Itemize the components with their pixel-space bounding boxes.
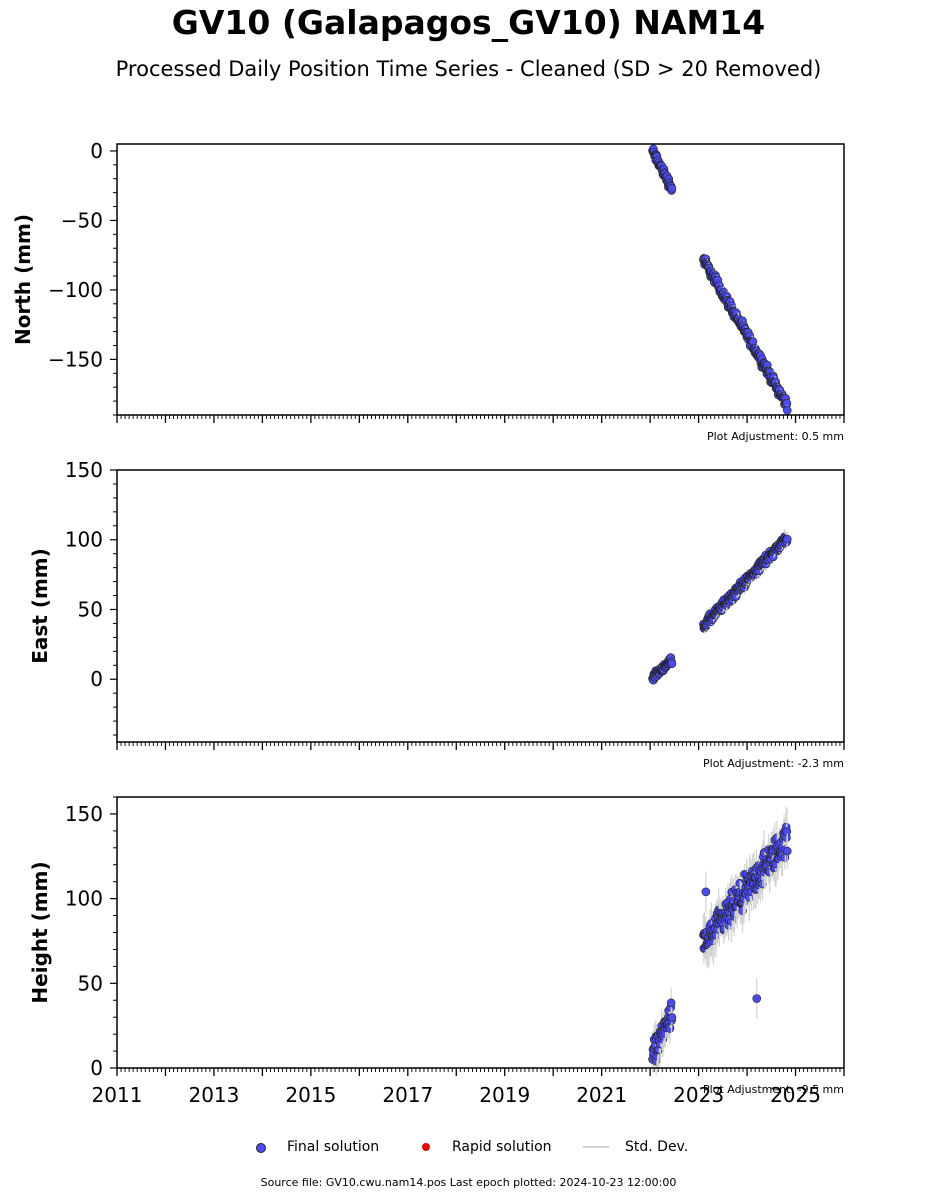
rapid-solution-marker	[422, 1143, 430, 1151]
y-tick-label: 100	[65, 887, 103, 911]
source-footer: Source file: GV10.cwu.nam14.pos Last epo…	[260, 1176, 677, 1189]
plot-adjustment-label: Plot Adjustment: 0.5 mm	[707, 430, 844, 443]
data-point	[667, 659, 677, 669]
y-axis-label: North (mm)	[11, 214, 35, 345]
data-point	[667, 184, 677, 193]
y-tick-label: 100	[65, 528, 103, 552]
data-point	[666, 998, 676, 1008]
plot-adjustment-label: Plot Adjustment: -9.5 mm	[703, 1083, 844, 1096]
y-tick-label: 0	[90, 667, 103, 691]
plot-frame	[116, 796, 845, 1069]
x-tick-label: 2023	[673, 1083, 724, 1107]
y-axis-label: East (mm)	[28, 548, 52, 664]
x-tick-label: 2019	[479, 1083, 530, 1107]
data-point	[748, 337, 758, 346]
data-point	[752, 994, 762, 1003]
std-dev-line	[583, 1146, 609, 1148]
y-tick-label: −150	[48, 347, 103, 371]
plot-frame	[116, 143, 845, 416]
y-tick-label: 0	[90, 1056, 103, 1080]
x-tick-label: 2025	[770, 1083, 821, 1107]
legend-final-label: Final solution	[287, 1139, 380, 1155]
data-point	[782, 406, 792, 415]
x-tick-label: 2021	[576, 1083, 627, 1107]
legend-rapid-label: Rapid solution	[452, 1139, 552, 1155]
y-tick-label: 50	[78, 597, 103, 621]
legend-std-label: Std. Dev.	[625, 1139, 689, 1155]
x-tick-label: 2011	[92, 1083, 143, 1107]
y-tick-label: 0	[90, 139, 103, 163]
data-point	[701, 887, 711, 897]
x-tick-label: 2017	[382, 1083, 433, 1107]
series-final-solution	[648, 529, 792, 685]
x-tick-label: 2013	[188, 1083, 239, 1107]
data-point	[782, 534, 792, 544]
chart-title: GV10 (Galapagos_GV10) NAM14	[171, 3, 766, 42]
y-axis-label: Height (mm)	[28, 861, 52, 1003]
y-tick-label: 50	[78, 971, 103, 995]
y-tick-label: 150	[65, 458, 103, 482]
data-point	[667, 1013, 677, 1022]
y-tick-label: 150	[65, 802, 103, 826]
y-tick-label: −100	[48, 278, 103, 302]
chart-subtitle: Processed Daily Position Time Series - C…	[115, 57, 822, 81]
x-tick-label: 2015	[285, 1083, 336, 1107]
plot-frame	[116, 469, 845, 743]
series-final-solution	[648, 144, 792, 416]
final-solution-marker	[256, 1143, 266, 1153]
series-final-solution	[648, 806, 792, 1076]
data-point	[782, 846, 792, 856]
plot-adjustment-label: Plot Adjustment: -2.3 mm	[703, 757, 844, 770]
y-tick-label: −50	[61, 208, 103, 232]
